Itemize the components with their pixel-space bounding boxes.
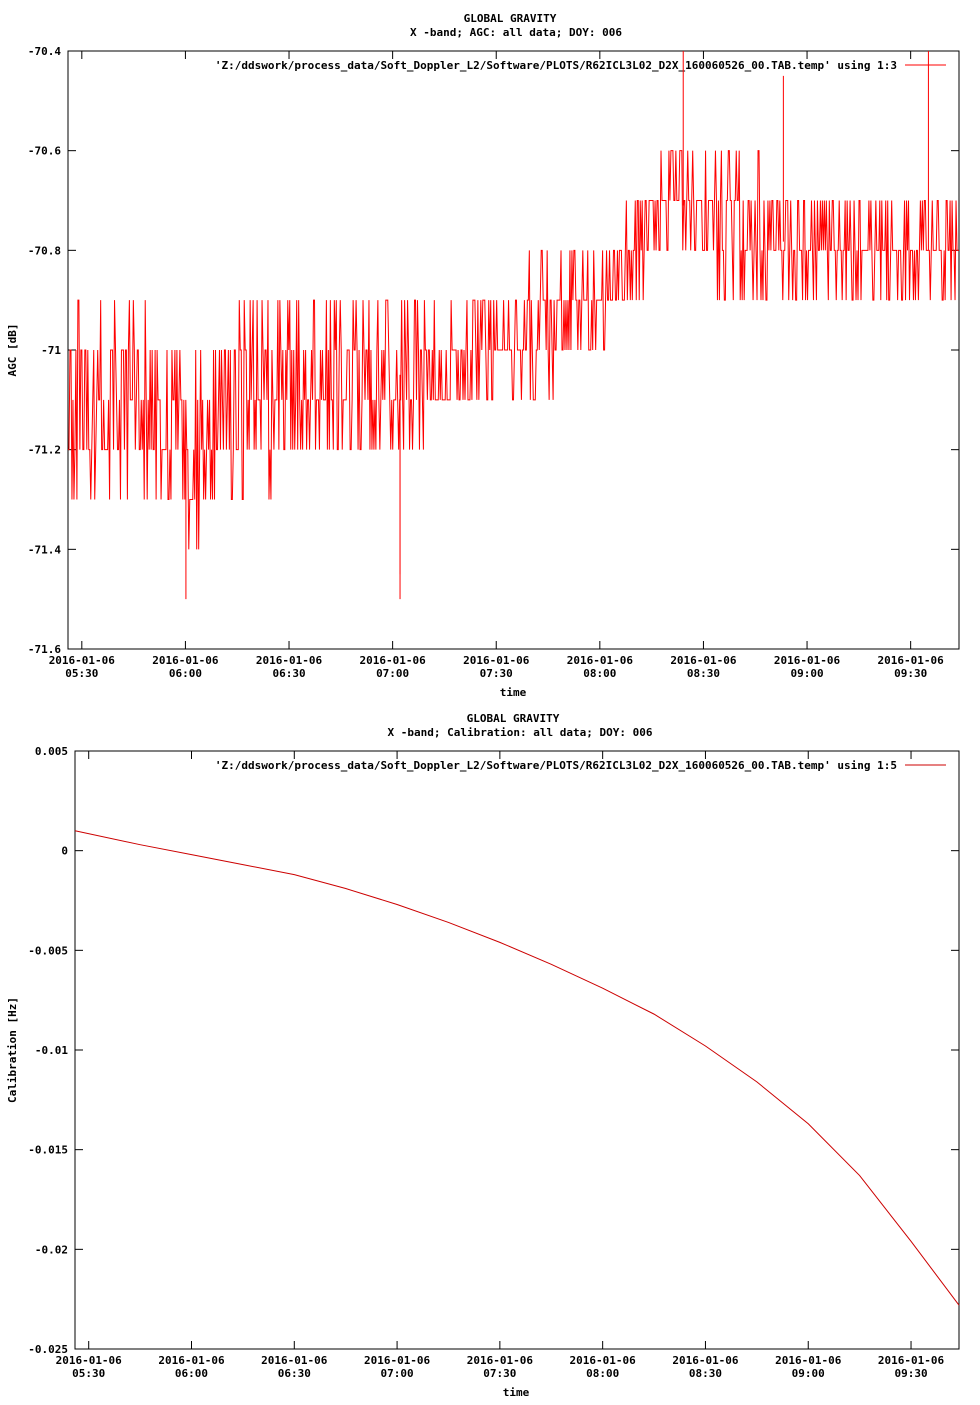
x-tick-label: 2016-01-06 [878,654,945,667]
x-tick-label: 2016-01-06 [158,1354,225,1367]
x-tick-label: 2016-01-06 [360,654,427,667]
y-tick-label: 0 [61,845,68,858]
x-tick-label: 2016-01-06 [567,654,634,667]
y-tick-label: -71.2 [28,444,61,457]
x-axis-label: time [503,1386,530,1399]
x-tick-label: 2016-01-06 [775,1354,842,1367]
x-tick-label: 2016-01-06 [256,654,323,667]
x-tick-label: 2016-01-06 [49,654,116,667]
x-tick-label: 09:00 [790,667,823,680]
x-tick-label: 08:30 [687,667,720,680]
plot-frame [67,50,960,650]
calibration-series [74,830,960,1306]
x-tick-label: 05:30 [72,1367,105,1380]
legend-text: 'Z:/ddswork/process_data/Soft_Doppler_L2… [215,59,897,72]
x-tick-label: 2016-01-06 [56,1354,123,1367]
x-tick-label: 07:00 [381,1367,414,1380]
x-tick-label: 06:00 [175,1367,208,1380]
y-tick-label: -71.6 [28,643,61,656]
x-tick-label: 06:00 [169,667,202,680]
x-tick-label: 06:30 [272,667,305,680]
x-tick-label: 09:00 [792,1367,825,1380]
y-tick-label: -71 [41,344,61,357]
x-ticks: 2016-01-0605:302016-01-0606:002016-01-06… [56,751,945,1380]
agc-series [68,51,959,600]
agc-chart: GLOBAL GRAVITY X -band; AGC: all data; D… [6,12,960,699]
calibration-line [74,830,960,1306]
x-tick-label: 2016-01-06 [463,654,530,667]
x-tick-label: 2016-01-06 [672,1354,739,1367]
calibration-chart: GLOBAL GRAVITY X -band; Calibration: all… [6,712,960,1399]
y-tick-label: -0.02 [35,1243,68,1256]
agc-trace [68,150,959,550]
legend-text: 'Z:/ddswork/process_data/Soft_Doppler_L2… [215,759,897,772]
x-tick-label: 08:00 [586,1367,619,1380]
y-tick-label: -0.025 [28,1343,68,1356]
x-tick-label: 06:30 [278,1367,311,1380]
chart-title: GLOBAL GRAVITY [467,712,560,725]
x-tick-label: 2016-01-06 [774,654,841,667]
x-tick-label: 08:00 [583,667,616,680]
x-tick-label: 2016-01-06 [467,1354,534,1367]
chart-subtitle: X -band; AGC: all data; DOY: 006 [410,26,622,39]
x-tick-label: 05:30 [65,667,98,680]
y-tick-label: -0.01 [35,1044,68,1057]
y-tick-label: 0.005 [35,745,68,758]
chart-title: GLOBAL GRAVITY [464,12,557,25]
y-tick-label: -70.6 [28,145,61,158]
x-tick-label: 2016-01-06 [364,1354,431,1367]
y-ticks: -70.4 -70.6 -70.8 -71 -71.2 -71.4 -71.6 [28,45,959,656]
y-tick-label: -70.4 [28,45,61,58]
x-tick-label: 09:30 [894,667,927,680]
x-tick-label: 08:30 [689,1367,722,1380]
chart-subtitle: X -band; Calibration: all data; DOY: 006 [388,726,653,739]
y-tick-label: -70.8 [28,244,61,257]
x-tick-label: 07:00 [376,667,409,680]
x-tick-label: 07:30 [480,667,513,680]
x-tick-label: 2016-01-06 [670,654,737,667]
y-tick-label: -71.4 [28,543,61,556]
y-tick-label: -0.005 [28,944,68,957]
x-tick-label: 07:30 [483,1367,516,1380]
x-tick-label: 09:30 [894,1367,927,1380]
x-axis-label: time [500,686,527,699]
y-ticks: 0.005 0 -0.005 -0.01 -0.015 -0.02 -0.025 [28,745,959,1356]
x-ticks: 2016-01-0605:302016-01-0606:002016-01-06… [49,51,944,680]
x-tick-label: 2016-01-06 [570,1354,637,1367]
x-tick-label: 2016-01-06 [152,654,219,667]
plot-frame [74,750,960,1350]
y-axis-label: AGC [dB] [6,324,19,377]
x-tick-label: 2016-01-06 [261,1354,328,1367]
x-tick-label: 2016-01-06 [878,1354,945,1367]
y-tick-label: -0.015 [28,1144,68,1157]
y-axis-label: Calibration [Hz] [6,997,19,1103]
